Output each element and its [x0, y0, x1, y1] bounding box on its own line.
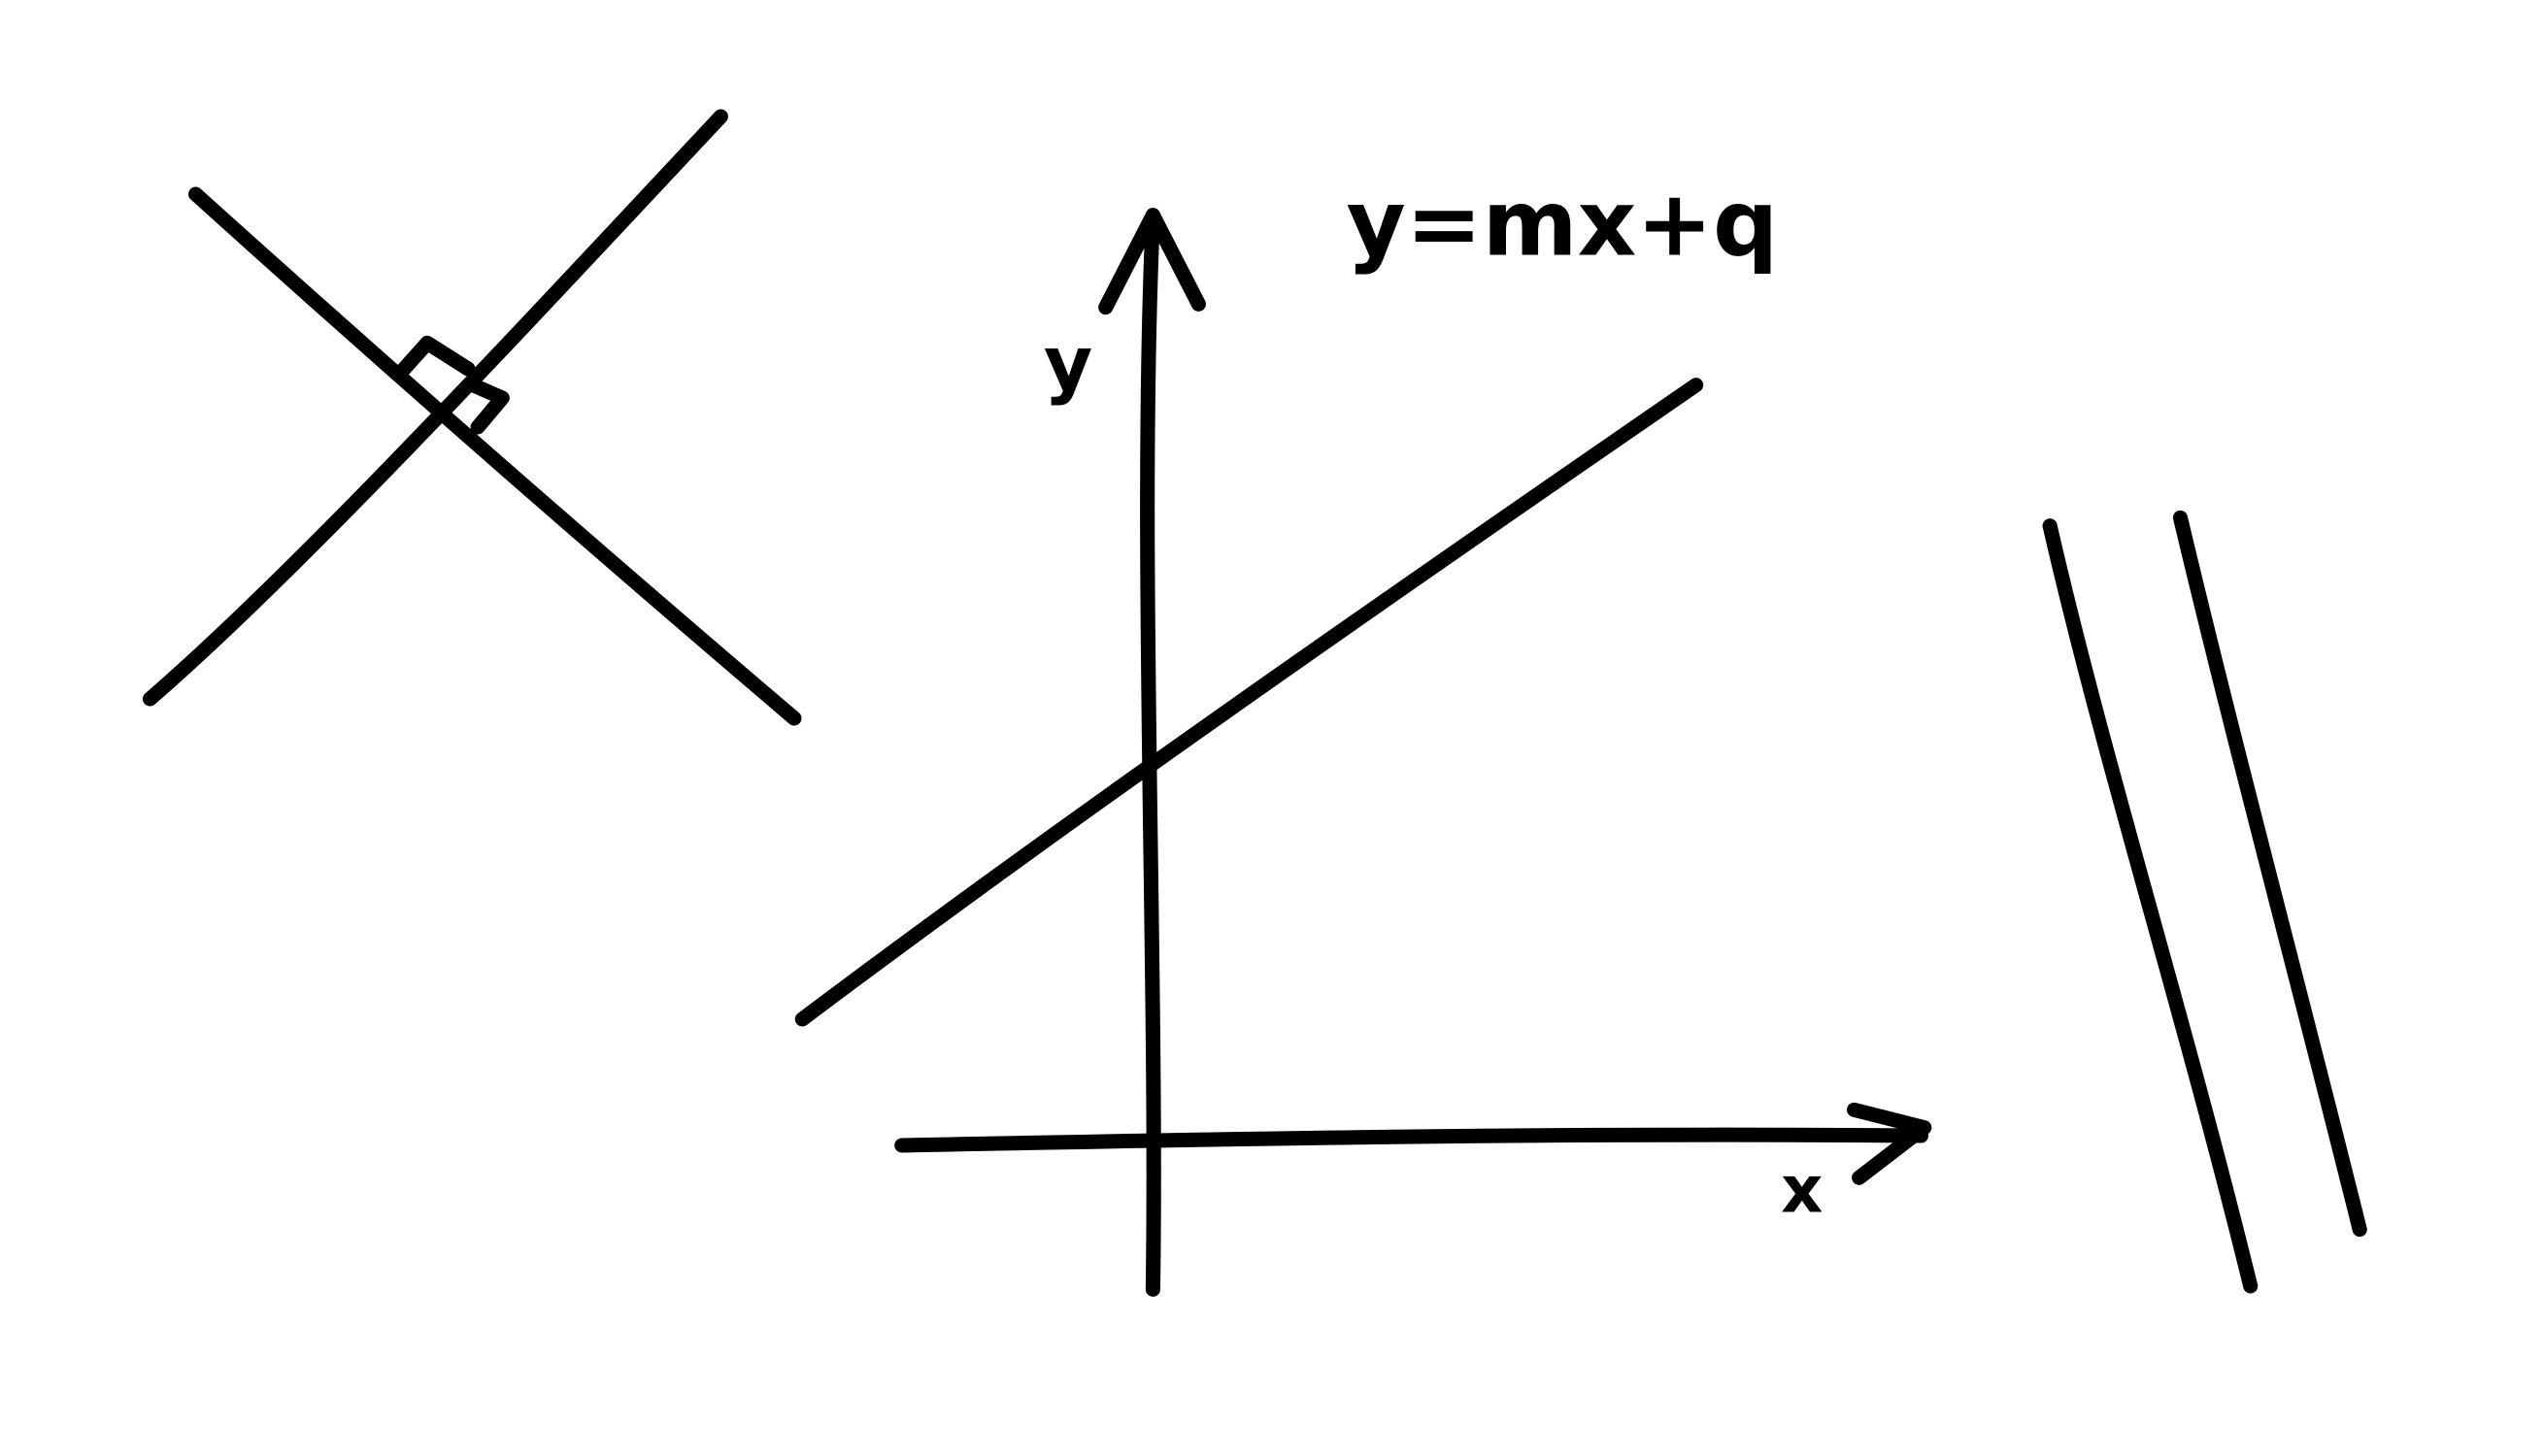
right-angle-marker [393, 335, 476, 380]
x-axis [894, 1127, 1928, 1153]
y-axis-arrow [1098, 208, 1206, 315]
right-angle-marker [465, 378, 510, 435]
y-axis [1140, 208, 1161, 1297]
equation-label: y=mx+q [1347, 172, 1779, 278]
x-axis-label: x [1781, 1152, 1823, 1228]
perpendicular-line [142, 109, 728, 707]
line [794, 378, 1704, 1027]
y-axis-label: y [1044, 321, 1092, 408]
parallel-line [2172, 510, 2367, 1238]
parallel-line [2042, 518, 2259, 1294]
perpendicular-line [187, 186, 802, 726]
x-axis-arrow [1847, 1102, 1932, 1185]
